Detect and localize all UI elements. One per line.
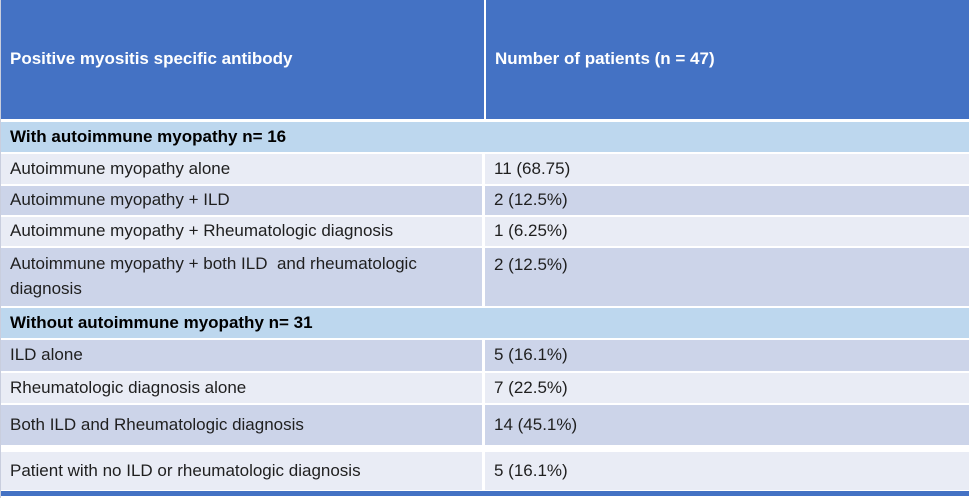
table-row: Rheumatologic diagnosis alone 7 (22.5%) [1,373,969,403]
cell-antibody-label: Autoimmune myopathy + Rheumatologic diag… [1,217,485,246]
cell-patient-count: 2 (12.5%) [485,186,969,215]
cell-antibody-label: Autoimmune myopathy + ILD [1,186,485,215]
section-title: Without autoimmune myopathy n= 31 [1,308,969,338]
cell-antibody-label: Autoimmune myopathy alone [1,154,485,184]
section-title: With autoimmune myopathy n= 16 [1,122,969,152]
column-header-antibody: Positive myositis specific antibody [1,0,486,119]
cell-patient-count: 14 (45.1%) [485,405,969,445]
cell-antibody-label: ILD alone [1,340,485,371]
table-row: Autoimmune myopathy + Rheumatologic diag… [1,217,969,246]
cell-patient-count: 7 (22.5%) [485,373,969,403]
cell-antibody-label: Patient with no ILD or rheumatologic dia… [1,452,485,490]
table-row: Patient with no ILD or rheumatologic dia… [1,452,969,490]
cell-patient-count: 11 (68.75) [485,154,969,184]
cell-antibody-label: Both ILD and Rheumatologic diagnosis [1,405,485,445]
table-row: Autoimmune myopathy alone 11 (68.75) [1,154,969,184]
cell-patient-count: 5 (16.1%) [485,340,969,371]
section-row-with-autoimmune-myopathy: With autoimmune myopathy n= 16 [1,122,969,152]
table-header-row: Positive myositis specific antibody Numb… [1,0,969,119]
cell-patient-count: 2 (12.5%) [485,248,969,306]
table-row: ILD alone 5 (16.1%) [1,340,969,371]
table-row: Both ILD and Rheumatologic diagnosis 14 … [1,405,969,445]
column-header-patient-count: Number of patients (n = 47) [486,0,969,119]
cell-antibody-label: Autoimmune myopathy + both ILD and rheum… [1,248,485,306]
section-row-without-autoimmune-myopathy: Without autoimmune myopathy n= 31 [1,308,969,338]
table-row: Autoimmune myopathy + ILD 2 (12.5%) [1,186,969,215]
cell-patient-count: 1 (6.25%) [485,217,969,246]
cell-antibody-label: Rheumatologic diagnosis alone [1,373,485,403]
cell-patient-count: 5 (16.1%) [485,452,969,490]
table-row: Autoimmune myopathy + both ILD and rheum… [1,248,969,306]
next-row-top-edge [1,491,969,496]
